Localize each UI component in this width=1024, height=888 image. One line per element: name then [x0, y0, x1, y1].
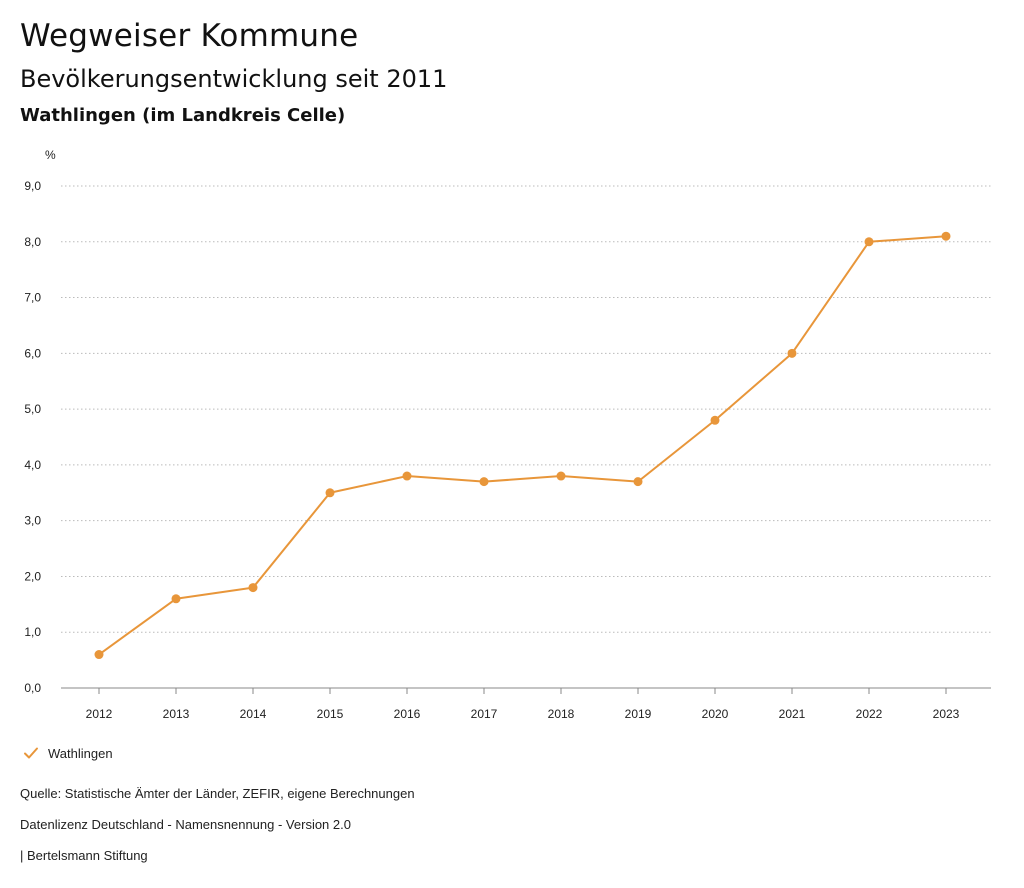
x-tick-label: 2020 — [702, 707, 729, 721]
y-tick-label: 4,0 — [24, 458, 41, 472]
x-tick-label: 2017 — [471, 707, 498, 721]
series-wathlingen: 2012: 0,6 2013: 1,6 2014: 1,8 2015: 3,5 2016… — [94, 231, 951, 660]
region-label: Wathlingen (im Landkreis Celle) — [20, 105, 346, 126]
publisher-note: | Bertelsmann Stiftung — [20, 848, 148, 863]
x-tick-label: 2019 — [625, 707, 652, 721]
data-point[interactable]: 2019: 3,7 — [633, 477, 643, 487]
y-tick-label: 8,0 — [24, 235, 41, 249]
data-point[interactable]: 2017: 3,7 — [479, 477, 489, 487]
y-tick-label: 3,0 — [24, 514, 41, 528]
data-point[interactable]: 2014: 1,8 — [248, 583, 258, 593]
y-tick-label: 7,0 — [24, 291, 41, 305]
x-tick-label: 2015 — [317, 707, 344, 721]
y-tick-label: 2,0 — [24, 569, 41, 583]
data-point[interactable]: 2012: 0,6 — [94, 650, 104, 660]
x-tick-label: 2014 — [240, 707, 267, 721]
x-tick-label: 2012 — [86, 707, 113, 721]
x-tick-label: 2016 — [394, 707, 421, 721]
legend-item-wathlingen[interactable]: Wathlingen — [22, 744, 113, 762]
data-point[interactable]: 2020: 4,8 — [710, 415, 720, 425]
data-point[interactable]: 2016: 3,8 — [402, 471, 412, 481]
x-tick-label: 2021 — [779, 707, 806, 721]
legend-label: Wathlingen — [48, 745, 113, 761]
data-point[interactable]: 2021: 6 — [787, 348, 797, 358]
x-axis: 2012 2013 2014 2015 2016 2017 2018 2019 2020 2021… — [61, 687, 991, 721]
y-tick-label: 6,0 — [24, 346, 41, 360]
y-tick-label: 0,0 — [24, 681, 41, 695]
source-note: Quelle: Statistische Ämter der Länder, Z… — [20, 786, 415, 801]
y-axis-ticks: 0,0 1,0 2,0 3,0 4,0 5,0 6,0 7,0 8,0 9,0 — [24, 179, 41, 695]
data-point[interactable]: 2018: 3,8 — [556, 471, 566, 481]
data-point[interactable]: 2015: 3,5 — [325, 488, 335, 498]
gridlines — [61, 185, 991, 633]
y-tick-label: 9,0 — [24, 179, 41, 193]
page-title: Wegweiser Kommune — [20, 18, 359, 54]
data-point[interactable]: 2013: 1,6 — [171, 594, 181, 604]
x-tick-label: 2013 — [163, 707, 190, 721]
license-note: Datenlizenz Deutschland - Namensnennung … — [20, 817, 351, 832]
x-tick-label: 2023 — [933, 707, 960, 721]
x-tick-label: 2018 — [548, 707, 575, 721]
chart-subtitle: Bevölkerungsentwicklung seit 2011 — [20, 65, 448, 93]
data-point[interactable]: 2023: 8,1 — [941, 231, 951, 241]
series-line — [98, 235, 947, 656]
y-axis-unit: % — [45, 148, 56, 162]
data-point[interactable]: 2022: 8 — [864, 237, 874, 247]
y-tick-label: 5,0 — [24, 402, 41, 416]
y-tick-label: 1,0 — [24, 625, 41, 639]
x-tick-label: 2022 — [856, 707, 883, 721]
check-icon — [24, 747, 38, 759]
